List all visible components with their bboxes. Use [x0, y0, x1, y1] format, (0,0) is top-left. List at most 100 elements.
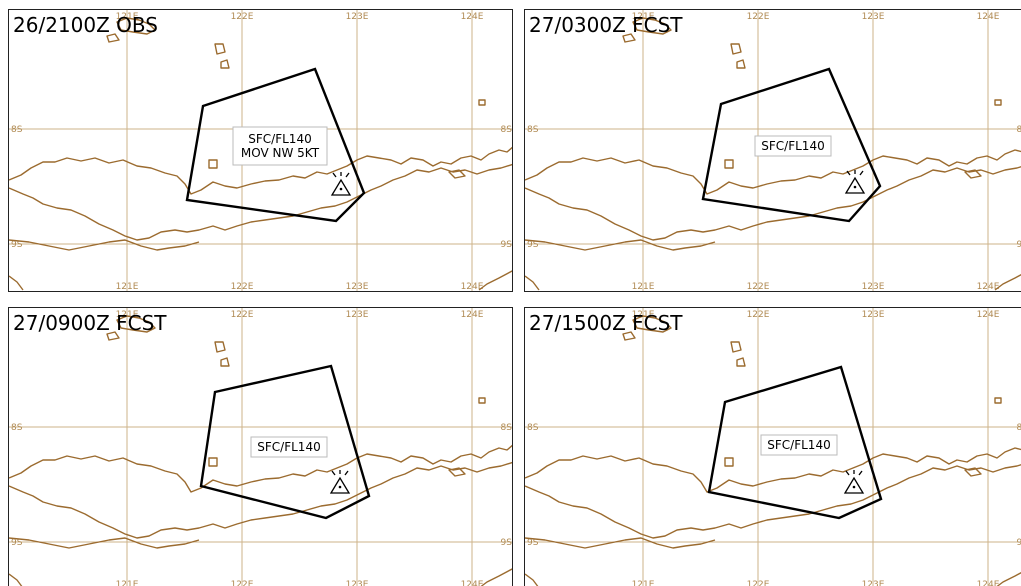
islet — [448, 169, 466, 179]
lon-tick-label-bottom: 121E — [632, 580, 655, 586]
islet — [448, 467, 466, 477]
lon-tick-label-top: 123E — [346, 310, 369, 320]
islet — [736, 59, 746, 69]
lon-tick-label-top: 123E — [862, 12, 885, 22]
islet — [632, 17, 672, 35]
lat-tick-label-right: 9S — [501, 538, 513, 548]
panel-title: 27/1500Z FCST — [529, 311, 683, 335]
ash-label-box — [250, 436, 328, 458]
panel-title: 27/0900Z FCST — [13, 311, 167, 335]
map-panel-fcst-0900: 27/0900Z FCST 121E 121E 122E 122E 123E 123E 12… — [8, 307, 513, 586]
coastline — [525, 315, 1021, 586]
graticule — [525, 308, 1021, 586]
grid-tick-labels: 121E 121E 122E 122E 123E 123E 124E 124E 8S 8S 9S 9S — [527, 12, 1021, 292]
islet — [208, 159, 218, 169]
lon-tick-label-top: 124E — [977, 12, 1000, 22]
lat-tick-label-left: 9S — [11, 240, 23, 250]
lat-tick-label-left: 9S — [527, 538, 539, 548]
lat-tick-label-left: 8S — [11, 423, 23, 433]
lon-tick-label-bottom: 124E — [977, 580, 1000, 586]
islet — [220, 357, 230, 367]
lat-tick-label-left: 8S — [527, 423, 539, 433]
lon-tick-label-bottom: 122E — [747, 282, 770, 292]
map-svg: 121E 121E 122E 122E 123E 123E 124E 124E 8S 8S 9S 9S… — [9, 10, 513, 292]
islet — [106, 33, 120, 43]
islet — [208, 457, 218, 467]
islet — [632, 315, 672, 333]
islet — [736, 357, 746, 367]
islet — [964, 467, 982, 477]
lon-tick-label-top: 124E — [977, 310, 1000, 320]
islet — [730, 341, 742, 353]
map-panel-fcst-1500: 27/1500Z FCST 121E 121E 122E 122E 123E 123E 12… — [524, 307, 1021, 586]
islet — [730, 43, 742, 55]
ash-label: SFC/FL140 — [760, 434, 838, 456]
ash-label: SFC/FL140 — [754, 135, 832, 157]
map-svg: 121E 121E 122E 122E 123E 123E 124E 124E 8S 8S 9S 9S… — [525, 10, 1021, 292]
lat-tick-label-right: 9S — [1017, 538, 1021, 548]
islet — [994, 99, 1002, 106]
ash-label-box — [754, 135, 832, 157]
lat-tick-label-right: 9S — [501, 240, 513, 250]
lat-tick-label-left: 9S — [11, 538, 23, 548]
coastline — [525, 17, 1021, 291]
islet — [220, 59, 230, 69]
ash-label-box — [232, 126, 328, 166]
islet — [116, 17, 156, 35]
coastline — [9, 315, 512, 586]
ash-label-text: SFC/FL140 — [248, 132, 311, 146]
islet — [106, 331, 120, 341]
ash-label-text: SFC/FL140 — [767, 438, 830, 452]
islet — [478, 99, 486, 106]
volcano-icon — [329, 470, 351, 494]
map-panel-obs: 26/2100Z OBS 121E 121E 122E 122E 123E 123E 124… — [8, 9, 513, 292]
lon-tick-label-bottom: 123E — [346, 282, 369, 292]
lon-tick-label-top: 122E — [747, 12, 770, 22]
ash-label-text: MOV NW 5KT — [241, 146, 320, 160]
lon-tick-label-bottom: 121E — [632, 282, 655, 292]
islet — [116, 315, 156, 333]
lon-tick-label-bottom: 121E — [116, 580, 139, 586]
islet — [622, 33, 636, 43]
lon-tick-label-top: 121E — [116, 12, 139, 22]
lat-tick-label-right: 8S — [1017, 125, 1021, 135]
lon-tick-label-top: 122E — [231, 310, 254, 320]
grid-tick-labels: 121E 121E 122E 122E 123E 123E 124E 124E 8S 8S 9S 9S — [11, 310, 512, 586]
lon-tick-label-top: 123E — [862, 310, 885, 320]
lat-tick-label-right: 9S — [1017, 240, 1021, 250]
islet — [214, 341, 226, 353]
lon-tick-label-bottom: 124E — [461, 580, 484, 586]
lat-tick-label-right: 8S — [1017, 423, 1021, 433]
islet — [994, 397, 1002, 404]
map-svg: 121E 121E 122E 122E 123E 123E 124E 124E 8S 8S 9S 9S… — [9, 308, 512, 586]
coastline — [9, 17, 512, 291]
graticule — [9, 308, 512, 586]
lon-tick-label-bottom: 122E — [231, 580, 254, 586]
lon-tick-label-bottom: 124E — [461, 282, 484, 292]
ash-label-box — [760, 434, 838, 456]
map-svg: 121E 121E 122E 122E 123E 123E 124E 124E 8S 8S 9S 9S… — [525, 308, 1021, 586]
lon-tick-label-top: 121E — [632, 12, 655, 22]
lat-tick-label-left: 9S — [527, 240, 539, 250]
lat-tick-label-left: 8S — [527, 125, 539, 135]
islet — [622, 331, 636, 341]
graticule — [525, 10, 1021, 291]
lon-tick-label-bottom: 123E — [346, 580, 369, 586]
islet — [724, 159, 734, 169]
ash-label-text: SFC/FL140 — [257, 440, 320, 454]
ash-label: SFC/FL140 — [250, 436, 328, 458]
lat-tick-label-right: 8S — [501, 125, 513, 135]
lon-tick-label-top: 121E — [632, 310, 655, 320]
lon-tick-label-bottom: 122E — [231, 282, 254, 292]
panel-title: 26/2100Z OBS — [13, 13, 158, 37]
grid-tick-labels: 121E 121E 122E 122E 123E 123E 124E 124E 8S 8S 9S 9S — [527, 310, 1021, 586]
ash-cloud-polygon — [707, 365, 883, 520]
lat-tick-label-right: 8S — [501, 423, 513, 433]
lon-tick-label-bottom: 122E — [747, 580, 770, 586]
volcano-icon — [330, 172, 352, 196]
lon-tick-label-bottom: 123E — [862, 282, 885, 292]
lon-tick-label-bottom: 124E — [977, 282, 1000, 292]
islet — [964, 169, 982, 179]
lon-tick-label-top: 124E — [461, 12, 484, 22]
